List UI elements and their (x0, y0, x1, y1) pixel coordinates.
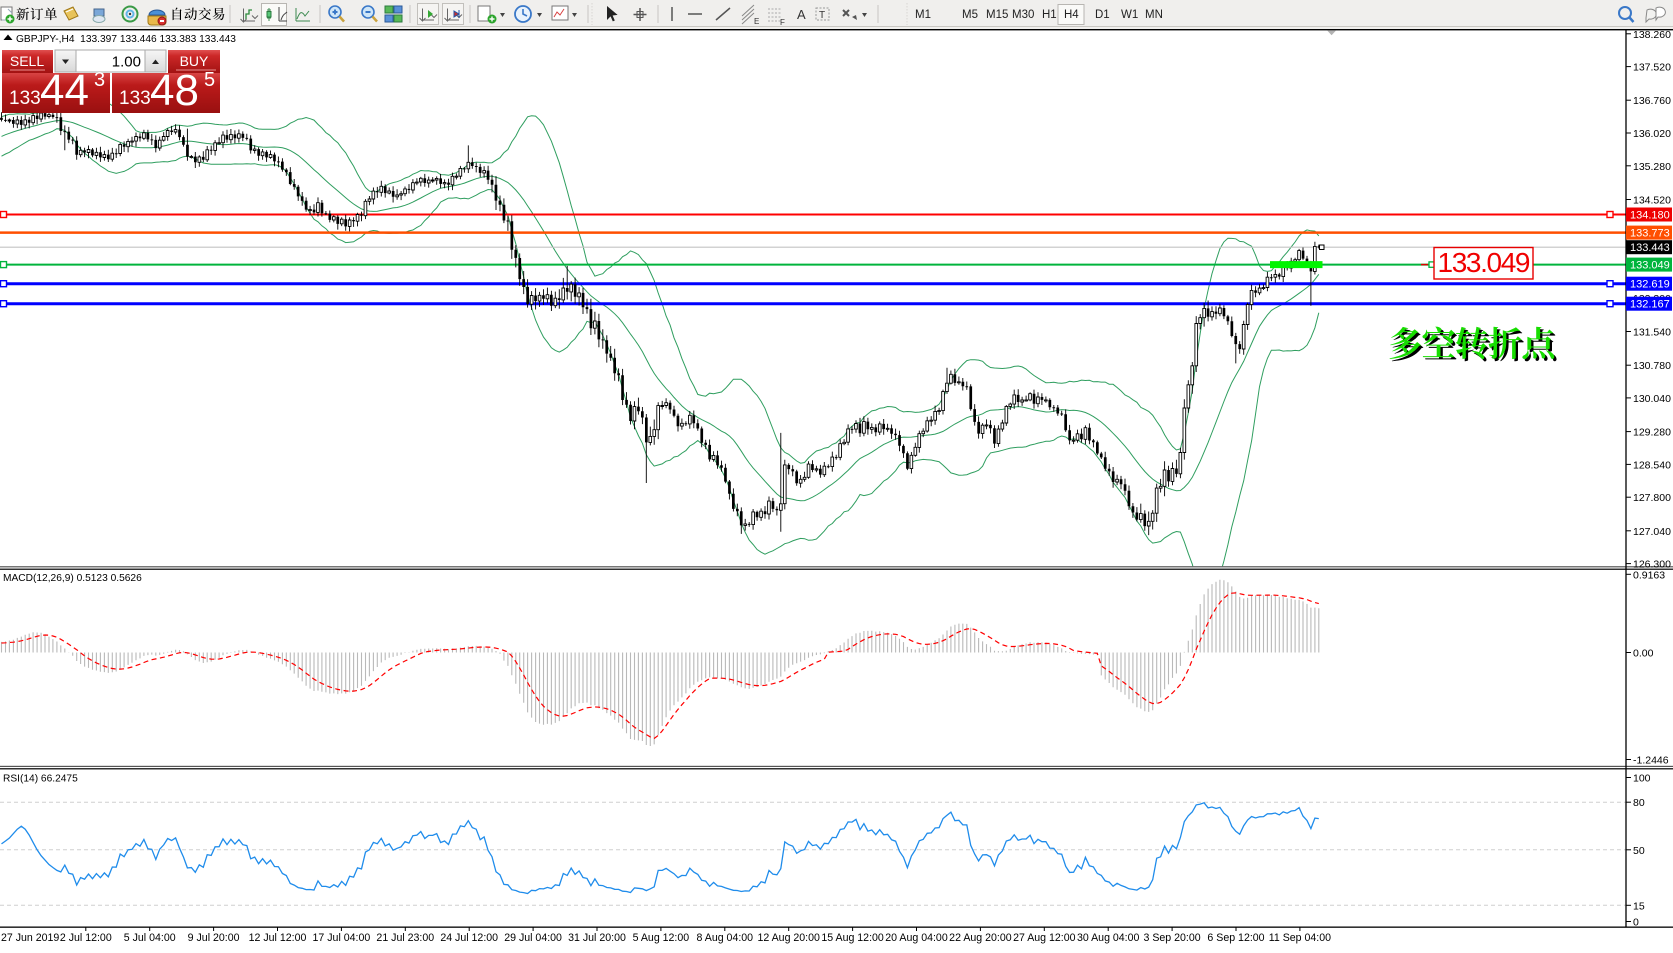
svg-text:100: 100 (1633, 773, 1651, 785)
svg-text:-1.2446: -1.2446 (1633, 755, 1669, 767)
svg-text:12 Aug 20:00: 12 Aug 20:00 (757, 932, 820, 944)
svg-text:E: E (754, 17, 759, 26)
svg-text:SELL: SELL (10, 53, 44, 69)
svg-text:130.040: 130.040 (1633, 393, 1671, 405)
svg-text:A: A (797, 7, 806, 22)
svg-text:22 Aug 20:00: 22 Aug 20:00 (949, 932, 1012, 944)
svg-text:5 Jul 04:00: 5 Jul 04:00 (124, 932, 176, 944)
svg-text:127.800: 127.800 (1633, 492, 1671, 504)
svg-text:135.280: 135.280 (1633, 161, 1671, 173)
svg-text:20 Aug 04:00: 20 Aug 04:00 (885, 932, 948, 944)
svg-text:29 Jul 04:00: 29 Jul 04:00 (504, 932, 562, 944)
svg-text:132.619: 132.619 (1630, 279, 1670, 291)
svg-text:5: 5 (204, 69, 215, 91)
svg-text:17 Jul 04:00: 17 Jul 04:00 (313, 932, 371, 944)
svg-text:F: F (780, 18, 785, 27)
svg-text:134.520: 134.520 (1633, 195, 1671, 207)
svg-text:H4: H4 (1064, 9, 1079, 21)
svg-text:133.049: 133.049 (1630, 260, 1670, 272)
svg-text:133: 133 (9, 88, 41, 109)
svg-text:0: 0 (1633, 917, 1639, 929)
svg-text:31 Jul 20:00: 31 Jul 20:00 (568, 932, 626, 944)
svg-text:27 Jun 2019: 27 Jun 2019 (1, 932, 59, 944)
svg-text:48: 48 (150, 66, 199, 115)
svg-text:0.00: 0.00 (1633, 648, 1654, 660)
svg-text:133: 133 (119, 88, 151, 109)
svg-text:3 Sep 20:00: 3 Sep 20:00 (1144, 932, 1201, 944)
svg-text:H1: H1 (1042, 9, 1057, 21)
svg-text:80: 80 (1633, 797, 1645, 809)
svg-text:132.167: 132.167 (1630, 299, 1670, 311)
svg-text:15 Aug 12:00: 15 Aug 12:00 (821, 932, 884, 944)
svg-text:21 Jul 23:00: 21 Jul 23:00 (376, 932, 434, 944)
svg-text:133.049: 133.049 (1438, 247, 1531, 278)
svg-text:0.9163: 0.9163 (1633, 569, 1665, 581)
svg-text:15: 15 (1633, 900, 1645, 912)
svg-text:11 Sep 04:00: 11 Sep 04:00 (1269, 932, 1331, 944)
svg-text:MN: MN (1145, 9, 1163, 21)
svg-text:RSI(14) 66.2475: RSI(14) 66.2475 (3, 774, 78, 785)
svg-text:126.300: 126.300 (1633, 559, 1671, 571)
svg-text:BUY: BUY (180, 53, 209, 69)
svg-text:9 Jul 20:00: 9 Jul 20:00 (188, 932, 240, 944)
svg-text:136.020: 136.020 (1633, 128, 1671, 140)
svg-text:D1: D1 (1095, 9, 1110, 21)
svg-text:138.260: 138.260 (1633, 29, 1671, 41)
svg-text:2 Jul 12:00: 2 Jul 12:00 (60, 932, 112, 944)
svg-text:128.540: 128.540 (1633, 459, 1671, 471)
svg-text:M1: M1 (915, 9, 931, 21)
svg-text:136.760: 136.760 (1633, 95, 1671, 107)
svg-text:M5: M5 (962, 9, 978, 21)
svg-text:1.00: 1.00 (112, 54, 141, 71)
svg-text:130.780: 130.780 (1633, 360, 1671, 372)
svg-text:133.773: 133.773 (1630, 228, 1670, 240)
svg-text:3: 3 (94, 69, 105, 91)
svg-text:5 Aug 12:00: 5 Aug 12:00 (633, 932, 690, 944)
svg-text:T: T (819, 10, 825, 21)
svg-text:127.040: 127.040 (1633, 526, 1671, 538)
svg-text:MACD(12,26,9) 0.5123 0.5626: MACD(12,26,9) 0.5123 0.5626 (3, 573, 142, 584)
svg-text:133.443: 133.443 (1630, 242, 1670, 254)
svg-text:M30: M30 (1012, 9, 1034, 21)
svg-text:24 Jul 12:00: 24 Jul 12:00 (440, 932, 498, 944)
svg-text:8 Aug 04:00: 8 Aug 04:00 (697, 932, 754, 944)
svg-text:44: 44 (40, 66, 89, 115)
svg-text:134.180: 134.180 (1630, 210, 1670, 222)
svg-text:GBPJPY-,H4 133.397 133.446 13: GBPJPY-,H4 133.397 133.446 133.383 133.4… (16, 34, 236, 45)
svg-text:12 Jul 12:00: 12 Jul 12:00 (249, 932, 307, 944)
svg-text:50: 50 (1633, 845, 1645, 857)
svg-text:137.520: 137.520 (1633, 62, 1671, 74)
svg-text:6 Sep 12:00: 6 Sep 12:00 (1207, 932, 1264, 944)
svg-text:M15: M15 (986, 9, 1008, 21)
svg-text:129.280: 129.280 (1633, 427, 1671, 439)
svg-text:27 Aug 12:00: 27 Aug 12:00 (1013, 932, 1076, 944)
svg-text:131.540: 131.540 (1633, 327, 1671, 339)
svg-text:30 Aug 04:00: 30 Aug 04:00 (1077, 932, 1140, 944)
svg-text:W1: W1 (1121, 9, 1138, 21)
